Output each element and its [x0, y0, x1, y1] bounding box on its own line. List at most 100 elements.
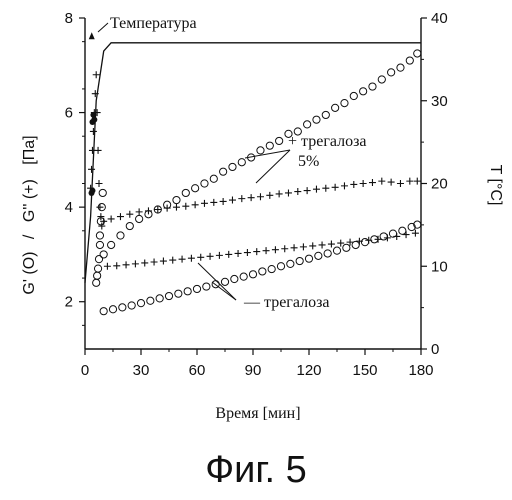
y-left-label-unit: [Па] — [21, 135, 38, 164]
data-point-gdoubleprime — [141, 259, 148, 266]
data-point-early-filled — [89, 188, 95, 194]
data-point-gprime — [173, 196, 180, 203]
data-point-gprime — [221, 278, 228, 285]
data-point-gprime — [93, 279, 100, 286]
data-point-gprime — [210, 175, 217, 182]
x-tick-label: 90 — [245, 362, 262, 379]
data-point-gdoubleprime — [313, 186, 320, 193]
x-axis-label: Время [мин] — [215, 405, 300, 422]
data-point-gprime — [136, 215, 143, 222]
data-point-gprime — [184, 288, 191, 295]
y-right-tick-label: 0 — [431, 341, 439, 358]
data-point-gdoubleprime — [151, 258, 158, 265]
y-axis-right-label: T [°C] — [487, 165, 504, 206]
data-point-gdoubleprime — [272, 246, 279, 253]
data-point-gdoubleprime — [173, 204, 180, 211]
temperature-line — [85, 43, 421, 283]
data-point-gprime — [96, 241, 103, 248]
data-point-gprime — [108, 241, 115, 248]
data-point-gprime — [266, 142, 273, 149]
data-point-gdoubleprime — [388, 179, 395, 186]
annotation-without-trehalose: — трегалоза — [243, 294, 330, 311]
data-point-gprime — [259, 268, 266, 275]
data-point-gdoubleprime — [360, 180, 367, 187]
data-point-gdoubleprime — [96, 204, 103, 211]
leader-without-trehalose-1 — [198, 263, 236, 300]
data-point-gprime — [220, 168, 227, 175]
svg-text:T [°C]: T [°C] — [487, 165, 504, 206]
data-point-gdoubleprime — [378, 178, 385, 185]
data-point-gprime — [249, 271, 256, 278]
data-point-gdoubleprime — [263, 247, 270, 254]
x-tick-label: 150 — [352, 362, 377, 379]
data-point-gdoubleprime — [197, 254, 204, 261]
data-point-gdoubleprime — [281, 245, 288, 252]
data-point-gprime — [94, 272, 101, 279]
x-tick-label: 120 — [296, 362, 321, 379]
data-point-gprime — [201, 180, 208, 187]
y-left-label-gprime: G' (O) — [21, 252, 38, 295]
data-point-gprime — [369, 83, 376, 90]
data-point-gdoubleprime — [207, 253, 214, 260]
data-point-gdoubleprime — [235, 250, 242, 257]
y-right-tick-label: 30 — [431, 93, 448, 110]
data-point-gdoubleprime — [341, 182, 348, 189]
data-point-gprime — [156, 295, 163, 302]
data-point-gprime — [231, 275, 238, 282]
data-point-gdoubleprime — [294, 188, 301, 195]
y-right-tick-label: 10 — [431, 258, 448, 275]
data-point-gprime — [305, 255, 312, 262]
data-point-gprime — [99, 189, 106, 196]
data-point-gprime — [322, 111, 329, 118]
data-point-gdoubleprime — [182, 203, 189, 210]
data-point-gdoubleprime — [104, 263, 111, 270]
data-point-gprime — [332, 104, 339, 111]
data-point-gdoubleprime — [96, 180, 103, 187]
data-point-gprime — [229, 163, 236, 170]
data-point-gdoubleprime — [123, 261, 130, 268]
data-point-gdoubleprime — [220, 198, 227, 205]
data-point-gprime — [137, 300, 144, 307]
data-point-gprime — [175, 290, 182, 297]
data-point-gprime — [119, 304, 126, 311]
data-point-gdoubleprime — [179, 256, 186, 263]
annotation-concentration: 5% — [298, 153, 319, 170]
data-point-gprime — [95, 256, 102, 263]
data-point-gprime — [406, 57, 413, 64]
data-point-gprime — [399, 227, 406, 234]
data-point-gdoubleprime — [201, 200, 208, 207]
data-point-gdoubleprime — [248, 194, 255, 201]
data-point-gdoubleprime — [322, 185, 329, 192]
data-point-gprime — [287, 260, 294, 267]
data-point-gdoubleprime — [93, 71, 100, 78]
data-point-gdoubleprime — [350, 181, 357, 188]
data-point-gdoubleprime — [188, 255, 195, 262]
data-point-gdoubleprime — [257, 193, 264, 200]
data-point-gdoubleprime — [276, 190, 283, 197]
data-point-gdoubleprime — [225, 251, 232, 258]
data-point-gdoubleprime — [253, 248, 260, 255]
data-point-gdoubleprime — [95, 147, 102, 154]
data-point-gdoubleprime — [90, 128, 97, 135]
data-point-gprime — [128, 302, 135, 309]
data-point-gdoubleprime — [414, 178, 421, 185]
data-point-gprime — [414, 50, 421, 57]
data-point-gdoubleprime — [397, 180, 404, 187]
data-point-gdoubleprime — [216, 252, 223, 259]
data-point-gdoubleprime — [393, 233, 400, 240]
data-point-gprime — [324, 250, 331, 257]
y-left-label-gdoubleprime: G'' (+) — [21, 179, 38, 222]
data-point-gprime — [378, 76, 385, 83]
data-point-gdoubleprime — [229, 197, 236, 204]
x-tick-label: 30 — [133, 362, 150, 379]
data-point-gdoubleprime — [332, 184, 339, 191]
data-point-gprime — [238, 159, 245, 166]
data-point-gdoubleprime — [309, 242, 316, 249]
plot-area: 03060901201501802468010203040 — [65, 10, 448, 379]
data-point-gdoubleprime — [160, 258, 167, 265]
annotation-temperature: Температура — [110, 15, 197, 32]
data-point-gdoubleprime — [88, 166, 95, 173]
x-tick-label: 0 — [81, 362, 89, 379]
data-point-early-triangle — [89, 32, 95, 39]
data-point-gprime — [203, 283, 210, 290]
